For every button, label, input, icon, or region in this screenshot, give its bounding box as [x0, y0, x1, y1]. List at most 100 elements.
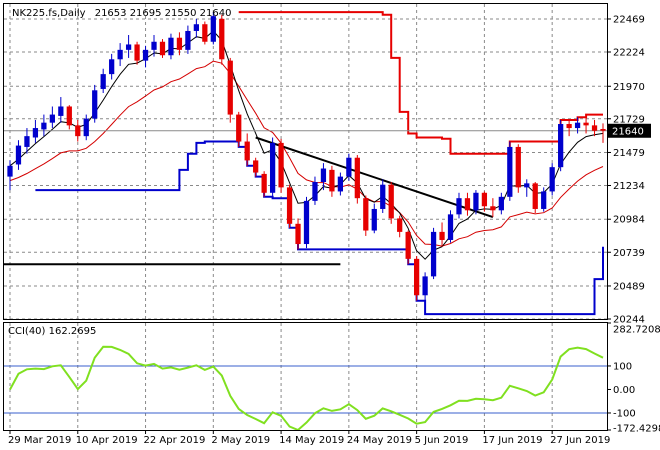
cci-tick-label: -172.4298 [613, 424, 660, 435]
candle-body [109, 59, 115, 75]
time-tick-label: 5 Jun 2019 [415, 435, 469, 446]
candle-body [464, 198, 471, 211]
candle-body [524, 183, 530, 188]
candle-body [24, 136, 30, 147]
candlestick-series [7, 12, 606, 315]
candle-body [227, 60, 233, 115]
candle-body [269, 142, 276, 193]
price-tick-label: 20984 [613, 215, 645, 226]
cci-tick-label: -100 [613, 408, 636, 419]
candle-body [439, 231, 445, 240]
price-tick-label: 20489 [613, 281, 645, 292]
candle-body [337, 176, 344, 192]
candle-body [219, 18, 225, 60]
candle-body [49, 114, 55, 123]
price-tick-label: 21479 [613, 148, 645, 159]
candle-body [447, 214, 454, 240]
candle-body [168, 37, 174, 56]
candle-body [354, 157, 360, 199]
candle-body [558, 124, 564, 168]
candle-body [312, 181, 318, 201]
cci-series [9, 345, 604, 432]
ohlc-values: 21653 21695 21550 21640 [95, 8, 232, 19]
candle-body [100, 74, 106, 89]
time-tick-label: 27 Jun 2019 [550, 435, 610, 446]
time-tick-label: 14 May 2019 [279, 435, 344, 446]
price-tick-label: 20244 [613, 315, 645, 326]
candle-body [58, 106, 64, 116]
time-tick-label: 17 Jun 2019 [482, 435, 542, 446]
candle-body [346, 157, 352, 177]
cci-line [9, 345, 604, 432]
candle-body [380, 184, 386, 209]
candle-body [371, 208, 377, 231]
candle-body [295, 223, 301, 245]
candle-body [125, 44, 132, 50]
candle-body [591, 125, 598, 131]
candle-body [363, 198, 369, 231]
time-tick-label: 24 May 2019 [347, 435, 412, 446]
candle-body [566, 124, 572, 129]
candle-body [15, 145, 22, 165]
price-tick-label: 21729 [613, 114, 645, 125]
candle-body [549, 167, 555, 192]
candle-body [303, 200, 310, 245]
candle-body [142, 49, 149, 61]
candle-body [210, 16, 216, 42]
price-tick-label: 21234 [613, 181, 645, 192]
candle-body [134, 44, 140, 61]
price-axis: 22469 22224 21970 21729 21479 21234 20984 20739… [607, 14, 651, 326]
candle-body [32, 128, 39, 138]
current-price-label: 21640 [612, 126, 644, 137]
candle-body [481, 192, 488, 207]
candle-body [574, 122, 581, 129]
candle-body [66, 106, 72, 126]
candle-body [185, 30, 191, 50]
candle-body [498, 196, 504, 211]
candle-body [7, 165, 13, 177]
time-axis: 29 Mar 2019 10 Apr 2019 22 Apr 2019 2 May 2… [8, 430, 610, 446]
candle-body [430, 231, 437, 277]
candle-body [541, 191, 547, 209]
candle-body [176, 37, 183, 50]
price-tick-label: 22224 [613, 48, 645, 59]
candle-body [422, 276, 428, 296]
candle-body [397, 218, 403, 232]
candle-body [236, 114, 242, 142]
candle-body [244, 141, 250, 161]
cci-tick-label: 0.00 [613, 385, 635, 396]
time-tick-label: 2 May 2019 [211, 435, 270, 446]
candle-body [583, 122, 589, 126]
cci-panel-frame [3, 322, 608, 431]
price-tick-label: 22469 [613, 14, 645, 25]
candle-body [193, 24, 199, 31]
cci-title: CCI(40) 162.2695 [8, 326, 96, 337]
down-trendline [255, 136, 494, 219]
candle-body [414, 258, 420, 296]
time-tick-label: 29 Mar 2019 [8, 435, 71, 446]
candle-body [388, 184, 394, 219]
candle-body [151, 41, 157, 50]
main-panel-frame [3, 3, 608, 320]
cci-panel-grid [4, 323, 607, 430]
candle-body [490, 206, 496, 211]
candle-body [600, 129, 606, 131]
candle-body [117, 49, 123, 60]
candle-body [405, 231, 411, 259]
candle-body [320, 168, 327, 182]
candle-body [253, 160, 259, 173]
candle-body [286, 187, 293, 224]
symbol-label: NK225.fs,Daily [12, 8, 86, 19]
cci-axis: 282.7208 100 0.00 -100 -172.4298 [607, 322, 660, 435]
candle-body [83, 118, 89, 137]
candle-body [329, 169, 335, 192]
candle-body [507, 146, 513, 197]
candle-body [532, 183, 538, 209]
candle-body [515, 146, 521, 188]
candle-body [278, 142, 284, 188]
candle-body [92, 90, 98, 119]
candle-body [261, 173, 267, 193]
candle-body [75, 125, 81, 137]
slow-moving-average [9, 60, 604, 247]
